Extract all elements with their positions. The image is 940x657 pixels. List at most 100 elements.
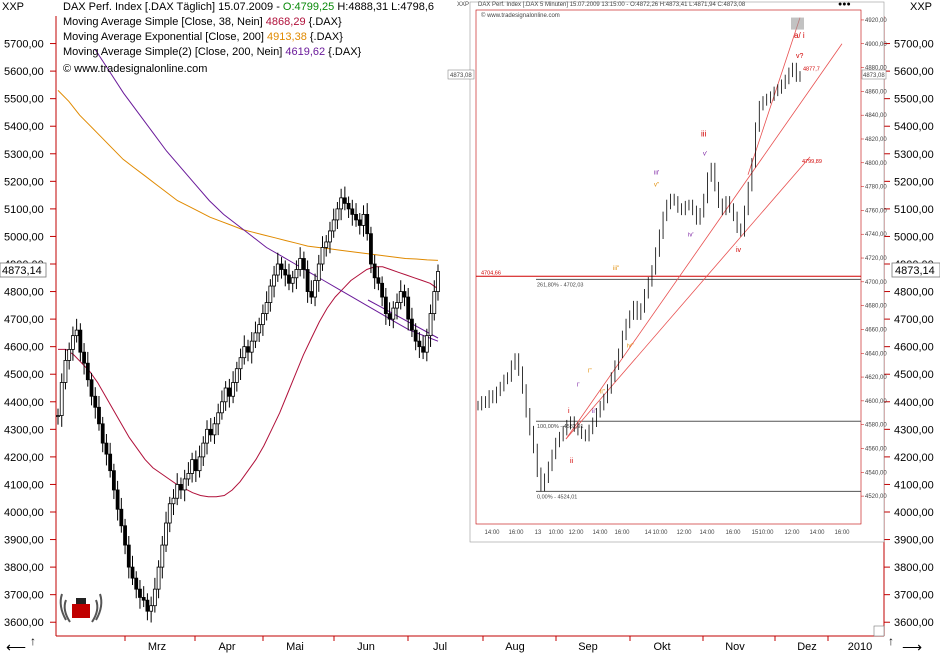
candle-body (160, 544, 165, 568)
y-tick-label-left: 5300,00 (4, 149, 44, 161)
inset-y-tick-label: 4820,00 (865, 137, 887, 143)
legend: XXP DAX Perf. Index [.DAX Täglich] 15.07… (2, 1, 932, 75)
inset-title: DAX Perf. Index [.DAX 5 Minuten] 15.07.2… (478, 2, 746, 8)
candle-body (104, 442, 109, 455)
resize-handle-icon[interactable] (873, 625, 885, 637)
y-tick-label-left: 5000,00 (4, 231, 44, 243)
inset-wave-label: iii'' (613, 266, 619, 272)
inset-wave-label: i (568, 408, 570, 415)
inset-y-tick-label: 4780,00 (865, 185, 887, 191)
legend-ma200: Moving Average Simple(2) [Close, 200, Ne… (63, 46, 362, 58)
inset-y-tick-label: 4580,00 (865, 423, 887, 429)
candle-body (227, 387, 232, 397)
candle-body (201, 442, 206, 458)
y-tick-label-left: 5400,00 (4, 121, 44, 133)
candle-body (410, 318, 414, 331)
x-tick-label: Okt (653, 641, 670, 653)
scroll-right-arrow-icon[interactable]: ⟶ (902, 639, 922, 655)
candle-body (424, 335, 429, 353)
inset-x-tick-label: 15 (752, 530, 759, 536)
candle-body (257, 324, 262, 334)
price-tag-left-text: 4873,14 (2, 265, 42, 277)
inset-y-tick-label: 4660,00 (865, 327, 887, 333)
inset-wave-label: i' (577, 383, 579, 389)
scroll-left-arrow-icon[interactable]: ⟵ (6, 639, 26, 655)
candle-body (421, 346, 425, 353)
candle-body (320, 247, 325, 265)
inset-candles (477, 62, 801, 492)
inset-wave-label: iv'' (627, 343, 634, 349)
x-axis: Mrz Apr Mai Jun Jul Aug Sep Okt Nov Dez 2010 (124, 636, 872, 653)
candle-body (238, 357, 243, 370)
candle-body (78, 329, 83, 353)
candle-body (354, 213, 358, 221)
candle-body (369, 233, 373, 265)
candle-body (406, 296, 411, 320)
right-axis-up-arrow-icon[interactable]: ↑ (888, 634, 894, 648)
legend-ema200: Moving Average Exponential [Close, 200] … (63, 31, 343, 43)
y-tick-label-right: 5500,00 (894, 94, 934, 106)
y-tick-label-right: 3800,00 (894, 562, 934, 574)
inset-price-tag-right (861, 69, 887, 80)
candle-body (331, 219, 336, 232)
inset-support-lines: 4704,66 261,80% - 4702,03 100,00% - 4582,9… (476, 17, 861, 500)
candle-body (123, 525, 127, 546)
candle-body (301, 258, 306, 270)
candle-body (436, 271, 440, 292)
inset-x-tick-label: 10:00 (758, 530, 774, 536)
y-tick-label-right: 4400,00 (894, 397, 934, 409)
candle-body (115, 489, 120, 510)
candle-body (171, 497, 176, 505)
candle-body (395, 302, 399, 309)
inset-y-tick-label: 4920,00 (865, 18, 887, 24)
y-tick-label-right: 5100,00 (894, 204, 934, 216)
y-tick-label-right: 3700,00 (894, 590, 934, 602)
inset-y-tick-label: 4540,00 (865, 470, 887, 476)
inset-y-axis: 4920,00 4900,00 4880,00 4860,00 4840,00 4820,… (861, 18, 887, 500)
price-tag-right (891, 262, 940, 278)
candle-body (398, 291, 403, 303)
candle-body (216, 412, 221, 425)
candle-body (275, 263, 280, 276)
candle-body (316, 263, 321, 281)
inset-x-tick-label: 16:00 (834, 530, 850, 536)
inset-x-tick-label: 16:00 (725, 530, 741, 536)
candle-body (134, 577, 139, 590)
candle-body (350, 208, 355, 215)
candle-body (283, 269, 288, 276)
y-tick-label-right: 5400,00 (894, 121, 934, 133)
inset-x-tick-label: 14:00 (484, 530, 500, 536)
inset-copyright: © www.tradesignalonline.com (481, 12, 560, 19)
y-tick-label-right: 4000,00 (894, 507, 934, 519)
inset-y-tick-label: 4880,00 (865, 66, 887, 72)
daily-candles (56, 186, 440, 623)
inset-fib-261-label: 261,80% - 4702,03 (537, 282, 583, 288)
candle-body (298, 258, 303, 270)
candle-body (85, 362, 90, 381)
inset-y-tick-label: 4760,00 (865, 208, 887, 214)
inset-y-tick-label: 4680,00 (865, 304, 887, 310)
inset-fib-100-label: 100,00% - 4582,91 (537, 424, 583, 430)
logo-box-icon (72, 604, 90, 618)
candle-body (339, 197, 344, 210)
x-tick-label: Sep (578, 641, 598, 653)
candle-body (67, 349, 72, 361)
inset-y-tick-label: 4900,00 (865, 42, 887, 48)
candle-body (290, 277, 295, 284)
logo-laurel-left-icon (59, 593, 71, 623)
candle-body (56, 415, 60, 417)
inset-wave-label: iii' (654, 171, 659, 177)
inset-window-dots[interactable]: ●●● (838, 1, 851, 8)
left-axis-up-arrow-icon[interactable]: ↑ (30, 634, 36, 648)
candle-body (328, 230, 332, 243)
candle-body (71, 335, 75, 350)
candle-body (402, 291, 407, 298)
inset-trendline-1 (565, 43, 843, 440)
inset-y-tick-label: 4620,00 (865, 375, 887, 381)
ma-line-2 (94, 48, 439, 342)
x-tick-label: Apr (218, 641, 235, 653)
inset-x-tick-label: 10:00 (548, 530, 564, 536)
candle-body (324, 241, 329, 248)
inset-plot-area (475, 9, 862, 525)
candle-body (253, 332, 258, 342)
